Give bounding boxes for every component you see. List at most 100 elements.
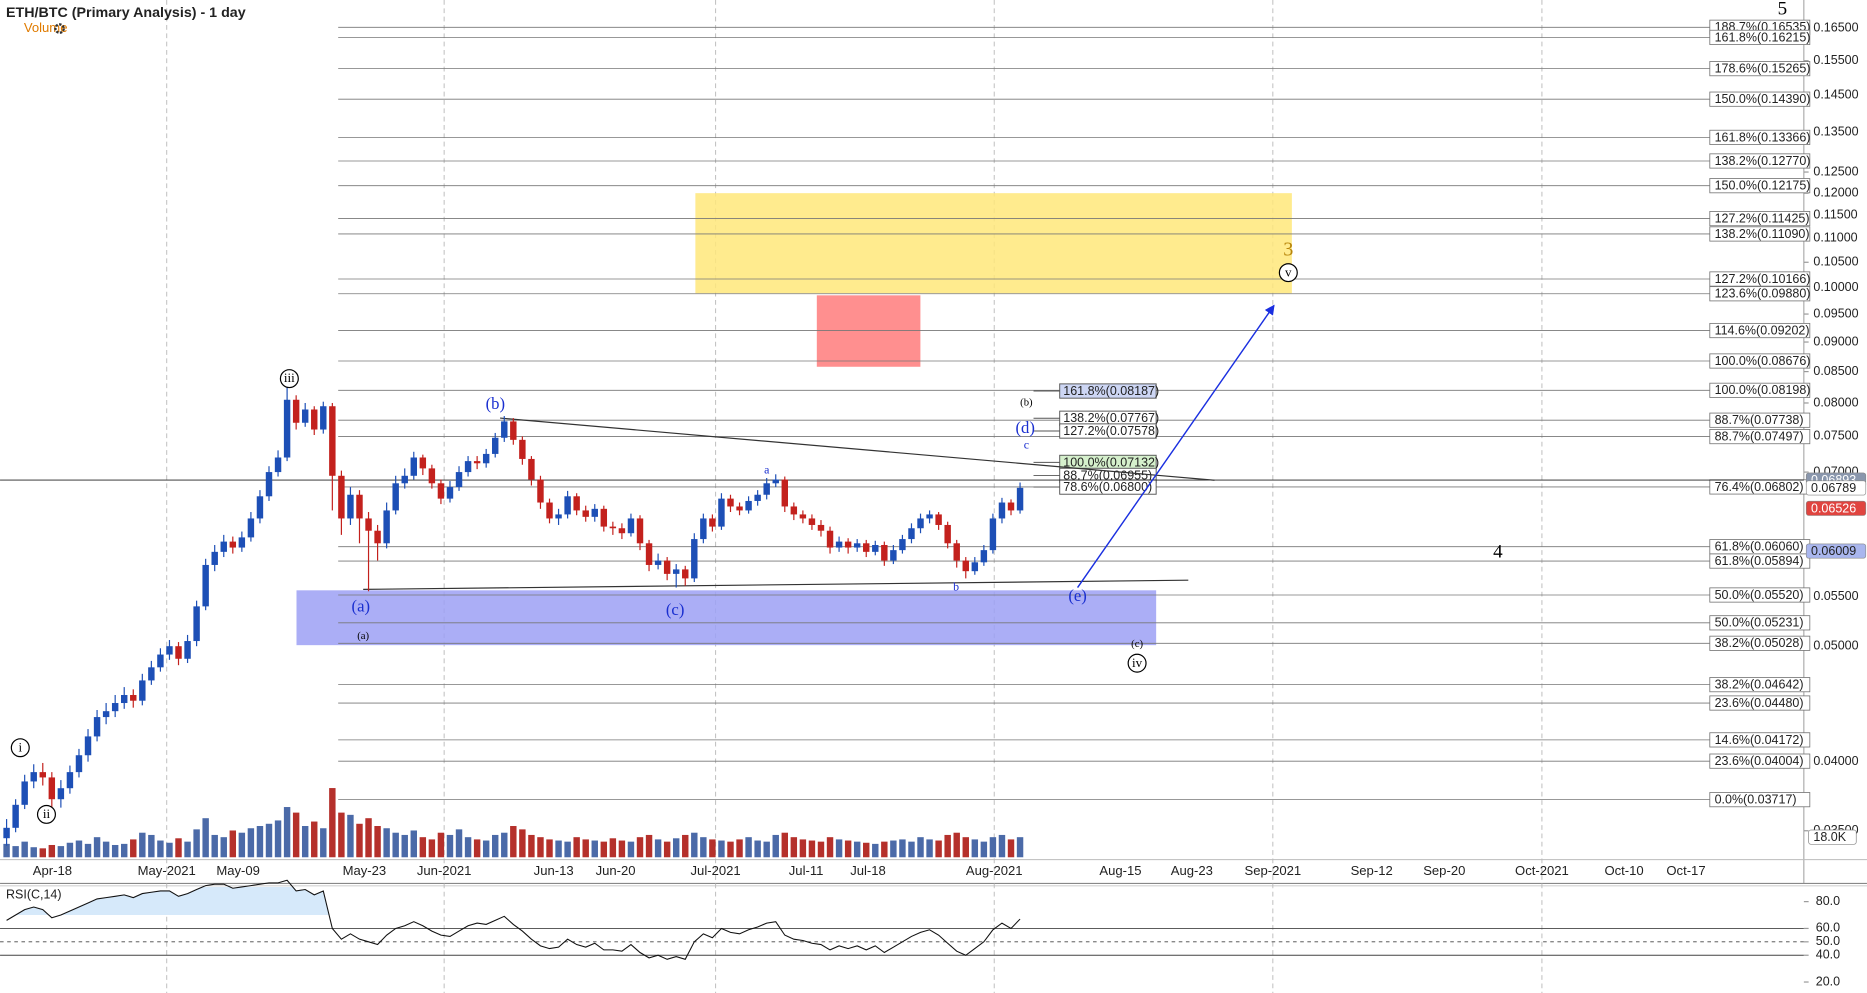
y-tick-label: 0.05500 xyxy=(1813,589,1858,603)
volume-bar xyxy=(211,834,218,858)
candle-body xyxy=(935,514,942,525)
trendline xyxy=(363,579,1189,590)
volume-badge xyxy=(1808,829,1857,845)
trendline xyxy=(1076,304,1275,588)
volume-bar xyxy=(392,832,399,858)
y-tick-label: 0.10500 xyxy=(1813,255,1858,269)
candle-body xyxy=(917,518,924,529)
y-tick-label: 0.16500 xyxy=(1813,21,1858,35)
volume-bar xyxy=(727,841,734,858)
fib-label: 127.2%(0.11425) xyxy=(1715,211,1810,225)
volume-bar xyxy=(718,840,725,858)
volume-bar xyxy=(111,844,119,858)
fib-label-box xyxy=(1709,553,1811,569)
candle-body xyxy=(953,543,960,561)
candle-body xyxy=(102,711,110,718)
x-tick-label: Aug-23 xyxy=(1171,863,1213,878)
candle-body xyxy=(691,539,698,579)
fib-label: 161.8%(0.13366) xyxy=(1715,130,1811,144)
fib-label-box xyxy=(1709,615,1811,631)
x-tick-label: May-23 xyxy=(343,863,387,878)
fib-label-box xyxy=(1709,129,1811,145)
candle-body xyxy=(130,694,137,701)
volume-bar xyxy=(799,839,807,858)
fib-label: 100.0%(0.07132) xyxy=(1063,455,1159,469)
x-tick-label: Jun-20 xyxy=(596,863,636,878)
volume-bar xyxy=(519,829,526,858)
volume-bar xyxy=(1016,837,1024,858)
volume-bar xyxy=(139,832,146,858)
candle-body xyxy=(654,560,662,565)
candle-body xyxy=(365,518,372,531)
volume-bar xyxy=(166,842,173,858)
volume-bar xyxy=(700,837,707,858)
candle-body xyxy=(555,514,562,519)
candle-body xyxy=(817,524,825,531)
candle-body xyxy=(980,550,988,563)
candle-body xyxy=(220,541,227,552)
volume-bar xyxy=(935,840,942,858)
fib-label: 76.4%(0.06802) xyxy=(1715,480,1804,494)
candle-body xyxy=(772,479,779,484)
volume-bar xyxy=(844,840,852,858)
volume-bar xyxy=(826,837,834,858)
candle-body xyxy=(437,483,445,499)
volume-bar xyxy=(12,846,19,858)
volume-bar xyxy=(374,826,381,858)
volume-bar xyxy=(401,834,408,858)
candle-body xyxy=(645,543,653,565)
volume-bar xyxy=(736,839,743,858)
volume-bar xyxy=(1007,839,1015,858)
fib-label: 100.0%(0.08676) xyxy=(1715,354,1811,368)
volume-bar xyxy=(283,807,291,858)
candle-body xyxy=(573,496,580,511)
volume-bar xyxy=(57,846,65,858)
candle-body xyxy=(835,541,843,548)
volume-bar xyxy=(247,828,255,858)
fib-label: 78.6%(0.06800) xyxy=(1063,480,1152,494)
volume-bar xyxy=(75,840,83,858)
candle-body xyxy=(754,494,761,501)
wave-label: a xyxy=(764,463,770,477)
fib-label-box xyxy=(1709,412,1811,428)
volume-bar xyxy=(872,843,879,858)
candle-body xyxy=(311,409,318,430)
volume-bar xyxy=(645,834,653,858)
candle-body xyxy=(962,560,969,572)
wave-circle xyxy=(279,369,299,389)
rsi-fill xyxy=(6,887,1021,916)
candle-body xyxy=(501,421,508,438)
candle-body xyxy=(139,680,146,701)
candle-body xyxy=(329,406,336,476)
settings-icon[interactable] xyxy=(54,23,65,34)
volume-bar xyxy=(437,832,445,858)
candle-body xyxy=(826,530,834,548)
fib-label: 178.6%(0.15265) xyxy=(1715,62,1811,76)
volume-bar xyxy=(564,841,571,858)
volume-bar xyxy=(3,843,10,858)
candle-body xyxy=(193,606,200,642)
fib-label: 123.6%(0.09880) xyxy=(1715,287,1811,301)
volume-bar xyxy=(482,840,490,858)
y-tick-label: 0.08000 xyxy=(1813,395,1858,409)
candle-body xyxy=(320,406,327,430)
volume-bar xyxy=(301,826,309,858)
volume-bar xyxy=(175,838,182,858)
candle-body xyxy=(519,439,526,459)
fib-label: 138.2%(0.12770) xyxy=(1715,154,1811,168)
wave-circle xyxy=(1278,263,1298,283)
wave-label: iii xyxy=(284,370,295,385)
volume-bar xyxy=(926,839,933,858)
x-tick-label: Oct-17 xyxy=(1666,863,1705,878)
x-tick-label: Oct-2021 xyxy=(1515,863,1569,878)
wave-label: (e) xyxy=(1068,586,1087,605)
candle-body xyxy=(21,781,28,805)
wave-label: (c) xyxy=(666,600,685,619)
candle-body xyxy=(57,788,65,800)
volume-bar xyxy=(428,839,436,858)
volume-bar xyxy=(510,826,517,858)
fib-label: 161.8%(0.08187) xyxy=(1063,384,1159,398)
fib-label: 88.7%(0.06955) xyxy=(1063,468,1152,482)
fib-label-box xyxy=(1709,732,1811,748)
volume-bar xyxy=(899,839,906,858)
